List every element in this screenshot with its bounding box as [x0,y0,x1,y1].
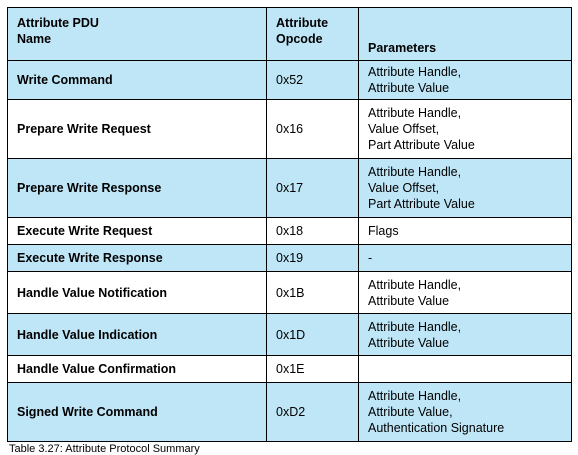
table-row: Execute Write Response 0x19- [7,244,572,272]
pdu-name-cell: Signed Write Command [7,382,267,442]
opcode-cell: 0x18 [266,217,359,245]
parameter-line: - [368,251,373,265]
parameter-line: Attribute Handle, [368,165,462,179]
parameter-line: Part Attribute Value [368,197,475,211]
parameter-line: Attribute Value [368,293,450,308]
parameter-line: Part Attribute Value [368,138,475,152]
pdu-name-cell: Write Command [7,60,267,100]
opcode-cell: 0x1D [266,313,359,356]
opcode-cell: 0x1E [266,355,359,383]
table-row: Handle Value Notification 0x1B Attribute H… [7,271,572,314]
parameters-cell: Attribute Handle, Attribute Value [358,271,572,314]
parameters-cell: Attribute Handle, Value Offset, Part Attri… [358,99,572,159]
header-row: Attribute PDU Name Attribute Opcode Para… [7,7,572,61]
parameter-line: Attribute Handle, [368,277,462,292]
table-body: Write Command 0x52 Attribute Handle, Attrib… [7,60,572,442]
opcode-cell: 0x1B [266,271,359,314]
pdu-name-cell: Handle Value Confirmation [7,355,267,383]
pdu-name-cell: Handle Value Notification [7,271,267,314]
parameter-line: Attribute Handle, [368,106,462,120]
parameter-line: Attribute Handle, [368,65,462,79]
attribute-pdu-table: Attribute PDU Name Attribute Opcode Para… [7,7,572,442]
header-pdu-name: Attribute PDU Name [7,7,267,61]
parameter-line: Attribute Value, [368,405,453,419]
opcode-cell: 0x17 [266,158,359,218]
parameters-cell: - [358,244,572,272]
parameters-cell [358,355,572,383]
table-row: Prepare Write Request 0x16 Attribute Handl… [7,99,572,159]
table-row: Handle Value Confirmation 0x1E [7,355,572,383]
parameters-cell: Attribute Handle, Attribute Value [358,313,572,356]
pdu-name-cell: Handle Value Indication [7,313,267,356]
parameters-cell: Flags [358,217,572,245]
header-parameters: Parameters [358,7,572,61]
opcode-cell: 0x19 [266,244,359,272]
pdu-name-cell: Prepare Write Response [7,158,267,218]
parameter-line: Value Offset, [368,122,440,136]
header-opcode: Attribute Opcode [266,7,359,61]
parameter-line: Attribute Handle, [368,389,462,403]
table-caption: Table 3.27: Attribute Protocol Summary [9,443,200,455]
opcode-cell: 0xD2 [266,382,359,442]
parameters-cell: Attribute Handle, Attribute Value [358,60,572,100]
header-opcode-line-1: Attribute [276,16,329,30]
table-row: Prepare Write Response 0x17 Attribute Hand… [7,158,572,218]
header-opcode-line-2: Opcode [276,32,323,46]
table-row: Signed Write Command 0xD2 Attribute Handle… [7,382,572,442]
pdu-name-cell: Execute Write Request [7,217,267,245]
header-pdu-name-line-1: Attribute PDU [17,16,99,30]
opcode-cell: 0x52 [266,60,359,100]
parameter-line: Flags [368,224,399,238]
pdu-name-cell: Execute Write Response [7,244,267,272]
parameter-line: Attribute Handle, [368,319,462,334]
parameters-cell: Attribute Handle, Attribute Value, Authent… [358,382,572,442]
parameter-line: Value Offset, [368,181,440,195]
table-row: Execute Write Request 0x18 Flags [7,217,572,245]
parameters-cell: Attribute Handle, Value Offset, Part Attri… [358,158,572,218]
opcode-cell: 0x16 [266,99,359,159]
parameter-line: Attribute Value [368,335,450,350]
pdu-name-cell: Prepare Write Request [7,99,267,159]
table-row: Handle Value Indication 0x1D Attribute Han… [7,313,572,356]
header-pdu-name-line-2: Name [17,32,52,46]
parameter-line: Authentication Signature [368,421,505,435]
parameter-line: Attribute Value [368,81,450,95]
header-parameters-line-1: Parameters [368,41,437,55]
table-row: Write Command 0x52 Attribute Handle, Attrib… [7,60,572,100]
